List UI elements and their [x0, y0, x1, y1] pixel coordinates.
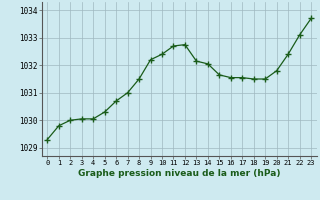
X-axis label: Graphe pression niveau de la mer (hPa): Graphe pression niveau de la mer (hPa) — [78, 169, 280, 178]
